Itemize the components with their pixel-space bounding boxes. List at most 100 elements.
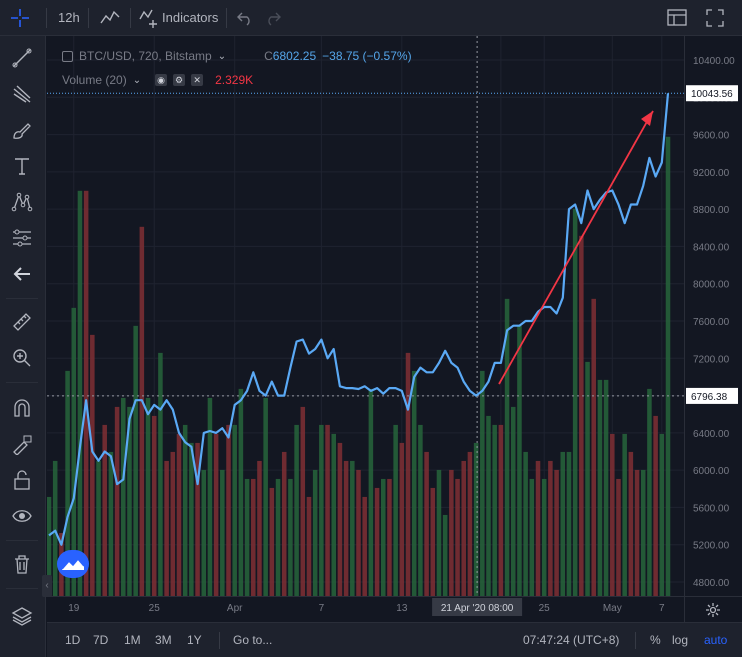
indicators-icon[interactable] bbox=[138, 0, 160, 36]
drawing-toolbar bbox=[0, 36, 46, 657]
time-tick-label: 7 bbox=[659, 603, 665, 614]
zoom-in-icon[interactable] bbox=[8, 344, 36, 372]
lock-drawing-icon[interactable] bbox=[8, 430, 36, 458]
auto-scale-toggle[interactable]: auto bbox=[704, 633, 728, 647]
price-axis[interactable] bbox=[684, 36, 742, 596]
volume-bar bbox=[455, 478, 460, 596]
volume-bar bbox=[597, 379, 603, 596]
volume-bar bbox=[275, 478, 281, 596]
magnet-icon[interactable] bbox=[8, 394, 36, 422]
volume-bar bbox=[176, 433, 182, 596]
range-3m-button[interactable]: 3M bbox=[155, 633, 172, 647]
volume-bar bbox=[442, 514, 448, 596]
prediction-icon[interactable] bbox=[8, 224, 36, 252]
goto-date-button[interactable]: Go to... bbox=[233, 633, 273, 647]
chevron-down-icon[interactable]: ⌄ bbox=[132, 74, 142, 86]
volume-bar bbox=[319, 424, 324, 596]
percent-scale-toggle[interactable]: % bbox=[650, 633, 661, 647]
crosshair-tool-icon[interactable] bbox=[8, 0, 38, 36]
volume-bar bbox=[288, 478, 293, 596]
volume-bar bbox=[504, 298, 510, 596]
change-value: −38.75 (−0.57%) bbox=[322, 49, 412, 63]
time-tick-label: Apr bbox=[227, 603, 243, 614]
volume-bar bbox=[102, 424, 107, 596]
range-1y-button[interactable]: 1Y bbox=[187, 633, 202, 647]
volume-bar bbox=[548, 460, 553, 596]
time-tick-label: 7 bbox=[319, 603, 325, 614]
price-tick-label: 7200.00 bbox=[693, 354, 730, 365]
volume-bar bbox=[480, 370, 485, 596]
volume-bar bbox=[467, 451, 473, 596]
range-1m-button[interactable]: 1M bbox=[124, 633, 141, 647]
eye-icon[interactable]: ◉ bbox=[155, 74, 168, 86]
chevron-down-icon[interactable]: ⌄ bbox=[217, 50, 227, 62]
clock-timezone[interactable]: 07:47:24 (UTC+8) bbox=[523, 633, 620, 647]
redo-icon[interactable] bbox=[264, 0, 282, 36]
trash-icon[interactable] bbox=[8, 550, 36, 578]
gear-icon[interactable]: ⚙ bbox=[173, 74, 186, 86]
interval-selector[interactable]: 12h bbox=[58, 10, 80, 25]
log-scale-toggle[interactable]: log bbox=[672, 633, 689, 647]
volume-bar bbox=[572, 208, 578, 596]
layers-icon[interactable] bbox=[8, 602, 36, 630]
close-value: 6802.25 bbox=[272, 49, 317, 63]
volume-bar bbox=[411, 370, 417, 596]
volume-bar bbox=[591, 298, 596, 596]
volume-bar bbox=[331, 433, 337, 596]
chart-settings-corner[interactable] bbox=[684, 596, 742, 622]
collapse-legend-icon[interactable] bbox=[62, 50, 73, 62]
undo-icon[interactable] bbox=[236, 0, 254, 36]
volume-bar bbox=[238, 388, 244, 596]
volume-bar bbox=[127, 406, 132, 596]
volume-bar bbox=[195, 442, 200, 596]
volume-bar bbox=[52, 460, 58, 596]
range-1d-button[interactable]: 1D bbox=[65, 633, 81, 647]
back-arrow-icon[interactable] bbox=[8, 260, 36, 288]
volume-bar bbox=[145, 397, 151, 596]
volume-bar bbox=[164, 460, 169, 596]
layout-icon[interactable] bbox=[666, 0, 688, 36]
volume-bar bbox=[424, 451, 429, 596]
trend-line-icon[interactable] bbox=[8, 44, 36, 72]
volume-bar bbox=[151, 415, 157, 596]
close-icon[interactable]: ✕ bbox=[191, 74, 204, 86]
brush-icon[interactable] bbox=[8, 116, 36, 144]
price-chart[interactable]: 10400.0010000.009600.009200.008800.00840… bbox=[47, 36, 742, 622]
time-tick-label: 13 bbox=[396, 603, 408, 614]
volume-bar bbox=[492, 424, 497, 596]
volume-bar bbox=[628, 451, 634, 596]
volume-bar bbox=[90, 334, 95, 596]
ruler-icon[interactable] bbox=[8, 308, 36, 336]
time-tick-label: 25 bbox=[539, 603, 551, 614]
unlock-icon[interactable] bbox=[8, 466, 36, 494]
time-axis[interactable] bbox=[47, 596, 684, 622]
pattern-icon[interactable] bbox=[8, 188, 36, 216]
collapse-toolbar-tab[interactable]: ‹ bbox=[42, 575, 52, 597]
volume-bar bbox=[449, 469, 454, 596]
volume-bar bbox=[294, 424, 299, 596]
volume-bar bbox=[263, 397, 268, 596]
volume-bar bbox=[393, 424, 398, 596]
eye-icon[interactable] bbox=[8, 502, 36, 530]
volume-bar bbox=[121, 397, 126, 596]
chart-style-icon[interactable] bbox=[98, 0, 122, 36]
volume-bar bbox=[523, 451, 528, 596]
fullscreen-icon[interactable] bbox=[704, 0, 726, 36]
volume-bar bbox=[220, 469, 225, 596]
volume-bar bbox=[337, 442, 343, 596]
range-7d-button[interactable]: 7D bbox=[93, 633, 109, 647]
text-tool-icon[interactable] bbox=[8, 152, 36, 180]
indicators-button[interactable]: Indicators bbox=[162, 10, 219, 25]
volume-bar bbox=[473, 442, 479, 596]
symbol-label[interactable]: BTC/USD, 720, Bitstamp bbox=[79, 49, 212, 63]
gear-icon[interactable] bbox=[705, 602, 721, 618]
volume-bar bbox=[517, 325, 522, 596]
volume-bar bbox=[47, 496, 52, 596]
time-tick-label: 19 bbox=[68, 603, 80, 614]
volume-bar bbox=[498, 424, 504, 596]
pitchfork-icon[interactable] bbox=[8, 80, 36, 108]
volume-bar bbox=[350, 460, 355, 596]
price-tick-label: 8400.00 bbox=[693, 242, 730, 253]
tradingview-logo-icon[interactable] bbox=[57, 550, 89, 578]
